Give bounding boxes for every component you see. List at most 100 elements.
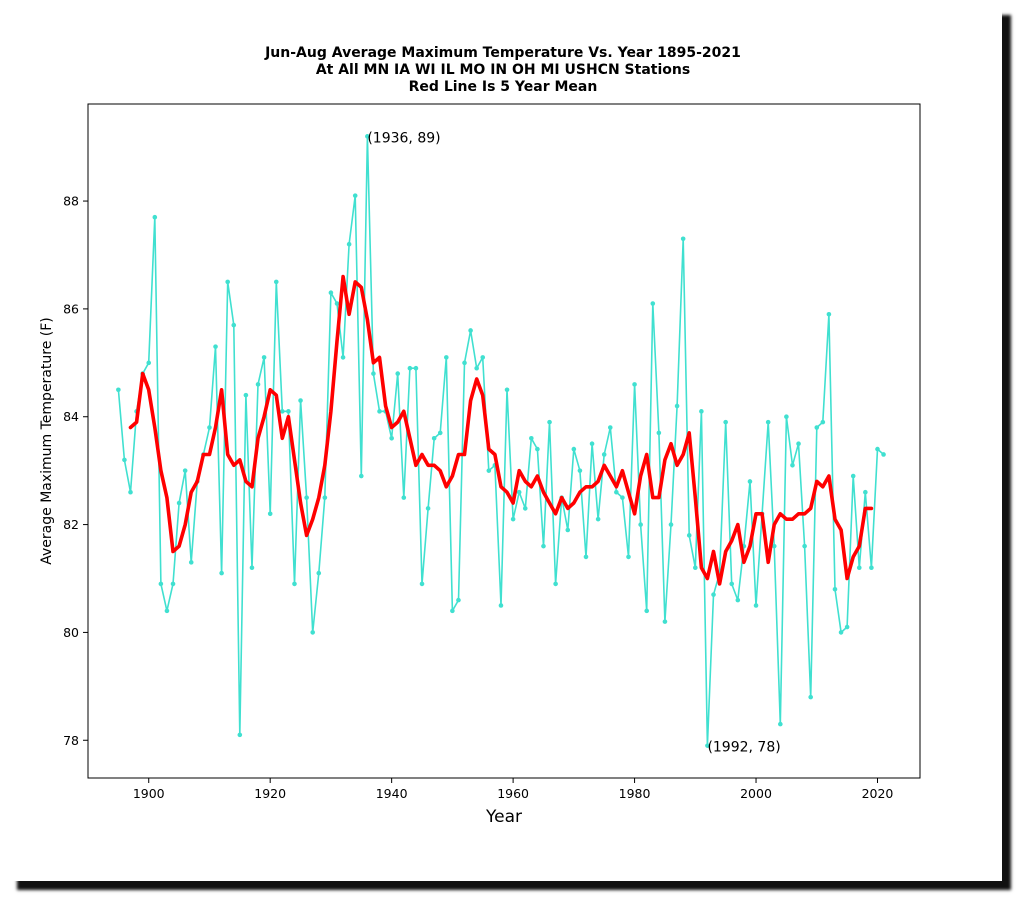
annual-data-point [504,387,510,393]
annual-data-point [729,581,735,587]
annual-data-point [340,355,346,360]
annual-data-point [650,301,656,306]
annual-data-point [389,436,394,441]
x-tick-label: 1960 [497,786,529,801]
annual-data-point [395,371,401,376]
annual-data-point [632,382,637,387]
annual-data-point [219,570,224,576]
annual-data-point [304,495,309,500]
annual-data-point [401,495,407,500]
annual-data-point [747,479,753,484]
annual-data-point [456,597,461,603]
annual-data-point [522,506,528,511]
annual-data-point [589,441,595,446]
annual-data-point [486,468,492,473]
annual-data-point [583,554,589,560]
annual-data-point [128,489,133,495]
annual-data-point [322,495,328,500]
series-group [116,134,886,748]
annual-data-point [407,365,413,371]
annual-data-point [802,543,807,549]
annual-data-point [431,436,437,441]
y-tick-label: 86 [63,301,79,316]
annual-data-point [796,441,801,446]
annual-data-point [310,630,316,635]
annual-data-point [480,355,486,360]
annual-data-point [692,565,698,571]
annotations: (1936, 89) (1992, 78) [367,130,780,755]
y-axis-label: Average Maximum Temperature (F) [39,317,55,564]
annual-data-point [352,193,358,198]
annual-data-point [535,446,540,452]
x-tick-label: 1900 [133,786,165,801]
y-tick-label: 78 [63,733,79,748]
x-tick-label: 2000 [740,786,772,801]
annual-data-point [237,732,243,738]
annual-data-point [152,214,158,220]
annual-data-point [298,398,303,403]
annual-data-point [765,419,771,425]
chart-title-line-3: Red Line Is 5 Year Mean [409,79,598,95]
annual-data-point [820,419,826,425]
annual-data-point [170,581,176,587]
annual-data-point [680,236,686,242]
x-tick-label: 1920 [254,786,286,801]
annual-data-point [711,592,716,597]
annual-data-point [516,489,522,495]
annual-data-point [607,425,613,430]
x-tick-label: 1980 [619,786,651,801]
y-tick-label: 84 [63,409,79,424]
annual-data-point [358,473,364,479]
annual-data-point [844,624,850,630]
annual-data-point [881,452,886,457]
annual-data-point [735,597,741,603]
annual-data-point [413,365,419,371]
annual-data-point [146,360,152,366]
annual-data-point [176,500,182,506]
annual-data-point [468,328,473,333]
annual-data-point [662,619,668,624]
annual-data-point [267,511,273,517]
annual-data-point [462,360,467,366]
five-year-mean-line [128,274,874,586]
annual-data-point [826,311,832,317]
annual-data-point [243,392,249,398]
annual-data-point [158,581,164,587]
annual-data-point [292,581,297,587]
annual-data-point [425,506,431,511]
annual-data-point [188,560,194,565]
annual-data-point [316,570,322,576]
annual-data-point [419,581,425,587]
annual-data-point [328,290,334,296]
annual-data-point [273,279,279,285]
annual-data-point [644,608,650,614]
annual-data-point [832,586,838,592]
annual-data-point [863,489,868,495]
annual-data-point [346,241,352,247]
annual-data-point [856,565,862,571]
annual-data-point [122,457,127,463]
annual-data-point [474,365,479,371]
annual-data-point [620,495,625,500]
annotation-label: (1936, 89) [367,130,440,146]
annual-data-point [231,322,237,328]
chart-title-line-1: Jun-Aug Average Maximum Temperature Vs. … [264,45,741,61]
annual-data-point [286,409,291,414]
annual-data-point [249,565,255,571]
annual-data-point [814,425,820,430]
annual-data-point [753,603,759,608]
annual-data-point [808,694,813,700]
annual-data-point [565,527,571,533]
annual-data-point [213,344,218,349]
y-tick-label: 82 [63,517,79,532]
annual-data-point [334,301,340,306]
annual-data-point [577,468,583,473]
annual-data-point [553,581,558,587]
annual-data-point [723,419,728,425]
x-axis-label: Year [485,807,522,827]
annual-data-point [771,543,777,549]
chart-title: Jun-Aug Average Maximum Temperature Vs. … [264,45,741,95]
annual-data-point [225,279,230,285]
annual-data-point [529,436,534,441]
